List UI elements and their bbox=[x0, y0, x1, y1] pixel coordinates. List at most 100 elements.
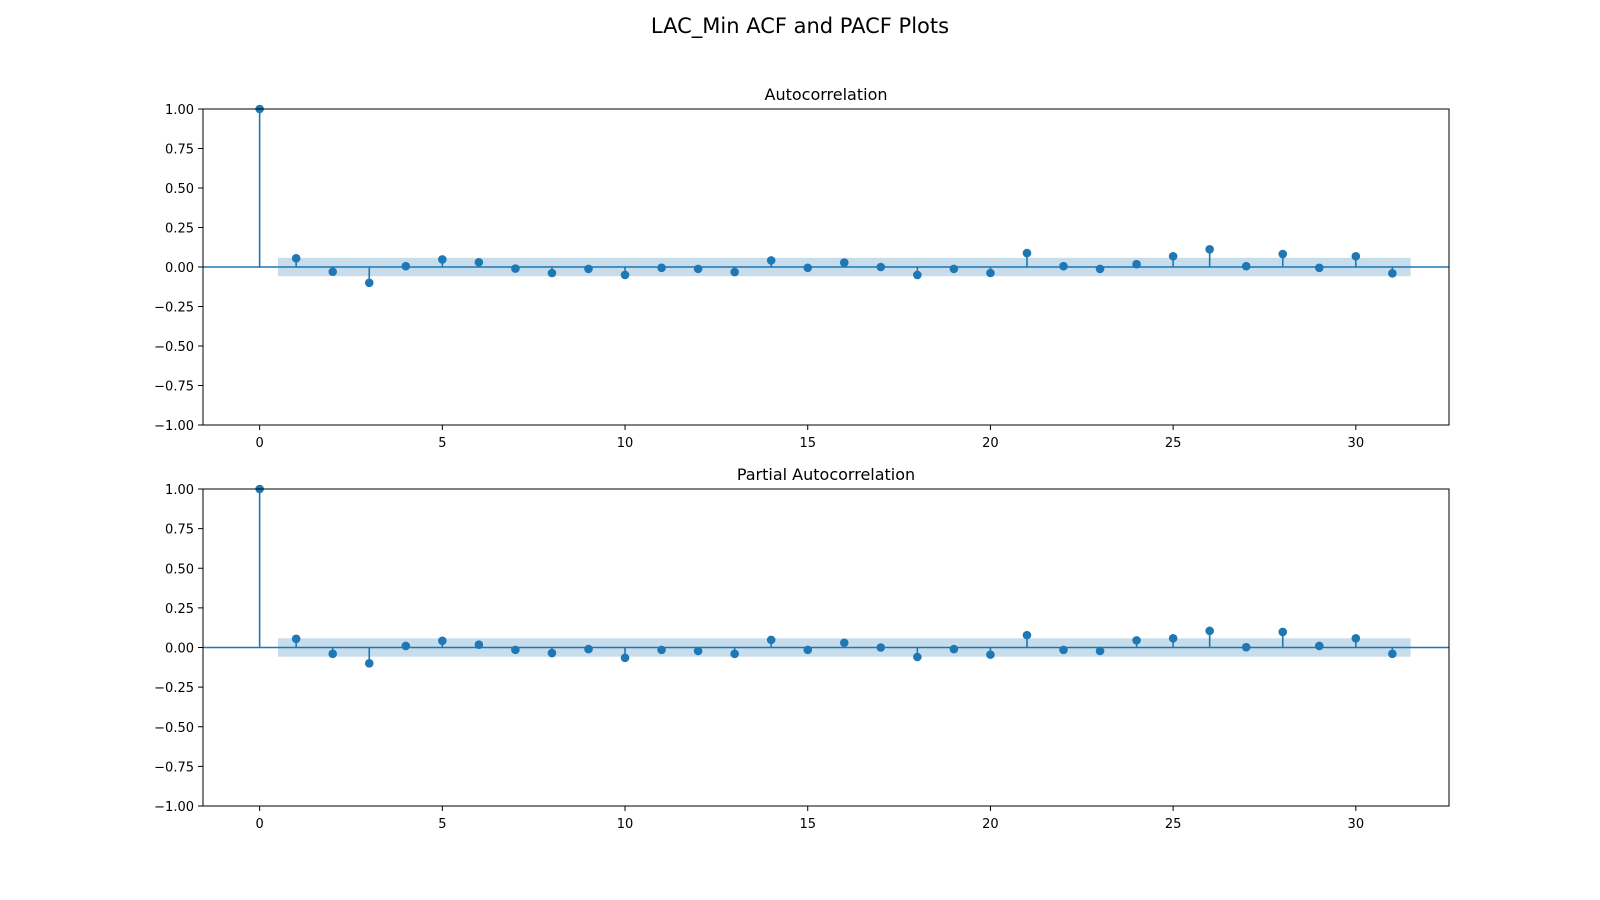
pacf-marker-lag-2 bbox=[328, 649, 338, 659]
pacf-xtick-label: 0 bbox=[255, 817, 263, 832]
pacf-marker-lag-4 bbox=[401, 641, 411, 651]
acf-marker-lag-8 bbox=[547, 268, 557, 278]
pacf-marker-lag-5 bbox=[438, 636, 447, 646]
acf-ytick-label: −0.25 bbox=[154, 301, 194, 316]
acf-ytick-label: −0.75 bbox=[154, 380, 194, 395]
pacf-marker-lag-10 bbox=[620, 653, 630, 663]
acf-xtick-label: 15 bbox=[799, 436, 816, 451]
acf-marker-lag-22 bbox=[1059, 261, 1068, 271]
acf-ytick-label: 0.75 bbox=[165, 143, 194, 158]
pacf-xtick-label: 5 bbox=[438, 817, 446, 832]
acf-marker-lag-20 bbox=[986, 268, 995, 278]
acf-marker-lag-17 bbox=[876, 262, 886, 272]
acf-ytick-label: 1.00 bbox=[165, 103, 194, 118]
pacf-marker-lag-8 bbox=[547, 648, 557, 658]
pacf-marker-lag-20 bbox=[986, 650, 995, 659]
acf-subplot: Autocorrelation 0 5 10 15 20 25 30 −1.00 −0.75 −0.… bbox=[154, 85, 1450, 451]
acf-xtick-label: 20 bbox=[982, 436, 999, 451]
pacf-marker-lag-6 bbox=[474, 640, 484, 649]
pacf-subplot: Partial Autocorrelation 0 5 10 15 20 25 30 −1.00… bbox=[154, 465, 1450, 832]
acf-marker-lag-28 bbox=[1278, 249, 1288, 259]
acf-xtick-label: 25 bbox=[1165, 436, 1182, 451]
acf-marker-lag-26 bbox=[1205, 245, 1214, 254]
pacf-ytick-label: 0.00 bbox=[165, 642, 194, 657]
acf-ytick-label: 0.50 bbox=[165, 182, 194, 197]
acf-marker-lag-7 bbox=[511, 264, 520, 273]
acf-marker-lag-6 bbox=[474, 257, 484, 267]
acf-marker-lag-16 bbox=[839, 258, 849, 267]
pacf-marker-lag-9 bbox=[584, 644, 593, 654]
pacf-marker-lag-27 bbox=[1241, 642, 1251, 652]
acf-marker-lag-9 bbox=[584, 264, 593, 274]
acf-marker-lag-23 bbox=[1095, 264, 1105, 274]
pacf-marker-lag-11 bbox=[657, 645, 666, 655]
pacf-marker-lag-31 bbox=[1388, 649, 1397, 659]
acf-ytick-label: −1.00 bbox=[154, 419, 194, 434]
acf-marker-lag-5 bbox=[438, 255, 447, 264]
pacf-marker-lag-13 bbox=[730, 649, 739, 659]
pacf-marker-lag-19 bbox=[949, 644, 959, 654]
acf-ytick-label: 0.25 bbox=[165, 222, 194, 237]
pacf-marker-lag-30 bbox=[1351, 634, 1361, 643]
pacf-marker-lag-15 bbox=[803, 645, 813, 655]
pacf-marker-lag-28 bbox=[1278, 627, 1288, 637]
acf-marker-lag-15 bbox=[803, 263, 813, 273]
acf-xtick-label: 0 bbox=[255, 436, 263, 451]
pacf-ytick-label: −0.50 bbox=[154, 721, 194, 736]
acf-xtick-label: 30 bbox=[1348, 436, 1365, 451]
acf-marker-lag-14 bbox=[766, 256, 776, 265]
pacf-xtick-label: 20 bbox=[982, 817, 999, 832]
acf-marker-lag-4 bbox=[401, 261, 411, 271]
pacf-marker-lag-24 bbox=[1132, 636, 1141, 645]
pacf-ytick-label: 1.00 bbox=[165, 483, 194, 498]
pacf-title: Partial Autocorrelation bbox=[737, 465, 915, 484]
acf-title: Autocorrelation bbox=[765, 85, 888, 104]
pacf-marker-lag-21 bbox=[1022, 630, 1032, 640]
acf-marker-lag-11 bbox=[657, 263, 666, 273]
acf-marker-lag-3 bbox=[364, 278, 374, 288]
pacf-marker-lag-7 bbox=[511, 645, 520, 655]
pacf-ytick-label: −0.25 bbox=[154, 681, 194, 696]
pacf-marker-lag-1 bbox=[291, 634, 301, 644]
pacf-ytick-label: 0.75 bbox=[165, 523, 194, 538]
pacf-marker-lag-14 bbox=[766, 635, 776, 645]
pacf-ytick-label: −1.00 bbox=[154, 800, 194, 815]
pacf-marker-lag-16 bbox=[839, 638, 849, 648]
pacf-marker-lag-29 bbox=[1314, 641, 1324, 651]
pacf-marker-lag-12 bbox=[693, 646, 703, 656]
pacf-marker-lag-18 bbox=[913, 652, 922, 662]
acf-marker-lag-2 bbox=[328, 267, 338, 277]
acf-xtick-label: 5 bbox=[438, 436, 446, 451]
pacf-xtick-label: 25 bbox=[1165, 817, 1182, 832]
acf-xtick-label: 10 bbox=[617, 436, 634, 451]
pacf-xtick-label: 30 bbox=[1348, 817, 1365, 832]
acf-marker-lag-29 bbox=[1314, 263, 1324, 273]
acf-marker-lag-19 bbox=[949, 264, 959, 274]
pacf-ytick-label: 0.50 bbox=[165, 562, 194, 577]
pacf-marker-lag-23 bbox=[1095, 646, 1105, 656]
acf-marker-lag-25 bbox=[1168, 251, 1178, 261]
pacf-ytick-label: 0.25 bbox=[165, 602, 194, 617]
acf-marker-lag-21 bbox=[1022, 248, 1032, 258]
pacf-marker-lag-26 bbox=[1205, 626, 1214, 636]
pacf-marker-lag-3 bbox=[364, 659, 374, 668]
acf-marker-lag-10 bbox=[620, 270, 630, 280]
pacf-xtick-label: 15 bbox=[799, 817, 816, 832]
acf-marker-lag-13 bbox=[730, 267, 739, 277]
acf-marker-lag-31 bbox=[1388, 269, 1397, 278]
acf-ytick-label: −0.50 bbox=[154, 340, 194, 355]
acf-marker-lag-18 bbox=[913, 270, 922, 280]
pacf-marker-lag-17 bbox=[876, 643, 886, 652]
acf-marker-lag-27 bbox=[1241, 261, 1251, 271]
acf-marker-lag-1 bbox=[291, 254, 301, 263]
acf-marker-lag-12 bbox=[693, 264, 703, 274]
acf-marker-lag-24 bbox=[1132, 259, 1141, 269]
acf-marker-lag-30 bbox=[1351, 251, 1361, 261]
pacf-marker-lag-22 bbox=[1059, 645, 1068, 655]
pacf-ytick-label: −0.75 bbox=[154, 760, 194, 775]
acf-ytick-label: 0.00 bbox=[165, 261, 194, 276]
pacf-xtick-label: 10 bbox=[617, 817, 634, 832]
pacf-marker-lag-25 bbox=[1168, 634, 1178, 643]
figure-title: LAC_Min ACF and PACF Plots bbox=[650, 14, 950, 38]
